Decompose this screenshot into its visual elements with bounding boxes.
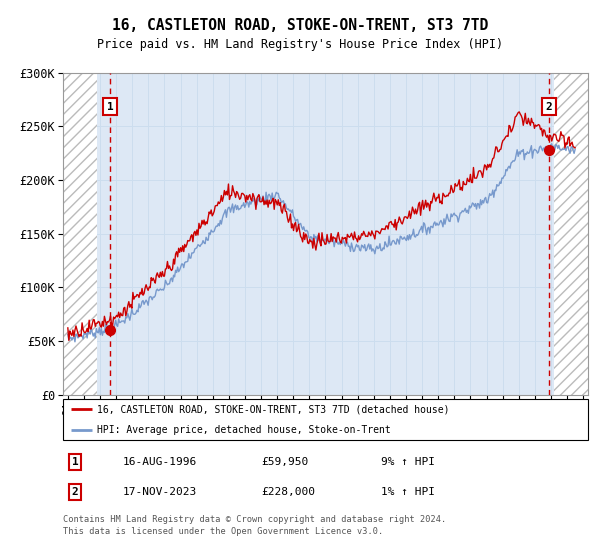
Text: 2: 2: [545, 101, 553, 111]
Text: 1: 1: [107, 101, 113, 111]
Bar: [554, 73, 588, 395]
Text: 16-AUG-1996: 16-AUG-1996: [123, 457, 197, 467]
Text: HPI: Average price, detached house, Stoke-on-Trent: HPI: Average price, detached house, Stok…: [97, 424, 391, 435]
Bar: [63, 73, 97, 395]
Text: £228,000: £228,000: [261, 487, 315, 497]
FancyBboxPatch shape: [63, 399, 588, 440]
Text: 17-NOV-2023: 17-NOV-2023: [123, 487, 197, 497]
Text: Contains HM Land Registry data © Crown copyright and database right 2024.
This d: Contains HM Land Registry data © Crown c…: [63, 515, 446, 536]
Text: 16, CASTLETON ROAD, STOKE-ON-TRENT, ST3 7TD: 16, CASTLETON ROAD, STOKE-ON-TRENT, ST3 …: [112, 18, 488, 32]
Text: Price paid vs. HM Land Registry's House Price Index (HPI): Price paid vs. HM Land Registry's House …: [97, 38, 503, 52]
Text: £59,950: £59,950: [261, 457, 308, 467]
Text: 2: 2: [71, 487, 79, 497]
Text: 1: 1: [71, 457, 79, 467]
Text: 1% ↑ HPI: 1% ↑ HPI: [381, 487, 435, 497]
Text: 9% ↑ HPI: 9% ↑ HPI: [381, 457, 435, 467]
Text: 16, CASTLETON ROAD, STOKE-ON-TRENT, ST3 7TD (detached house): 16, CASTLETON ROAD, STOKE-ON-TRENT, ST3 …: [97, 404, 449, 414]
